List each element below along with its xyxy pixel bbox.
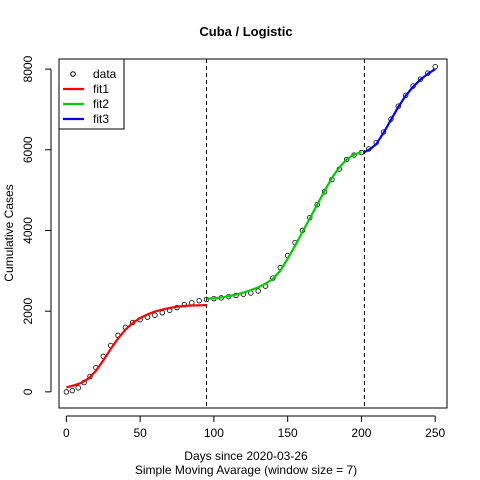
legend-label: data	[93, 67, 117, 81]
x-axis: 0 50 100 150 200 250	[63, 416, 445, 440]
data-point	[189, 300, 194, 305]
legend-label: fit1	[93, 82, 109, 96]
chart-subtitle: Simple Moving Avarage (window size = 7)	[135, 463, 357, 477]
fit3-line	[364, 69, 435, 152]
data-point	[70, 388, 75, 393]
x-tick-label: 0	[63, 426, 70, 440]
data-point	[64, 390, 69, 395]
fit2-line	[207, 152, 362, 299]
y-tick-label: 6000	[21, 136, 35, 163]
vertical-reference-lines	[207, 59, 365, 408]
x-tick-label: 50	[133, 426, 147, 440]
y-axis: 0 2000 4000 6000 8000	[21, 55, 51, 395]
fit1-line	[66, 305, 206, 387]
data-point	[153, 313, 158, 318]
x-tick-label: 200	[351, 426, 371, 440]
data-point	[256, 289, 261, 294]
legend-label: fit3	[93, 112, 109, 126]
y-tick-label: 8000	[21, 55, 35, 82]
y-tick-label: 2000	[21, 297, 35, 324]
x-tick-label: 150	[278, 426, 298, 440]
y-axis-label: Cumulative Cases	[2, 184, 16, 281]
x-tick-label: 250	[425, 426, 445, 440]
x-tick-label: 100	[204, 426, 224, 440]
legend-label: fit2	[93, 97, 109, 111]
chart-title: Cuba / Logistic	[199, 24, 292, 39]
y-tick-label: 4000	[21, 217, 35, 244]
data-point	[76, 386, 81, 391]
data-point	[433, 64, 438, 69]
x-axis-label: Days since 2020-03-26	[184, 449, 308, 463]
data-point	[197, 298, 202, 303]
y-tick-label: 0	[21, 388, 35, 395]
